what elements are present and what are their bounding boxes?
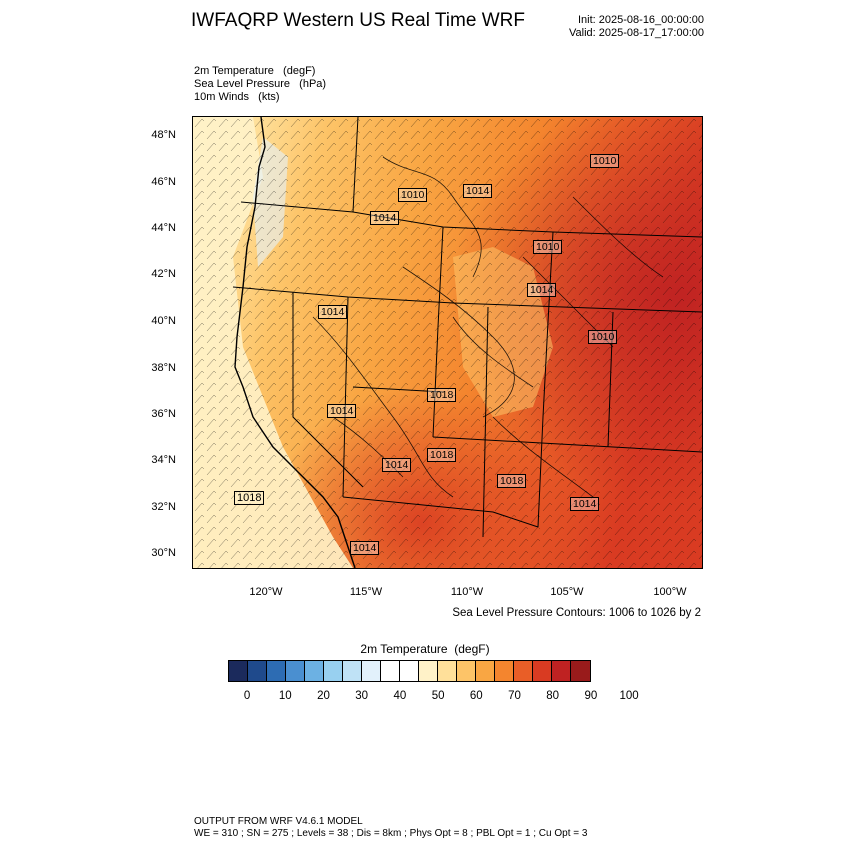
pressure-contour-label: 1014 xyxy=(382,458,412,472)
lat-label-36: 36°N xyxy=(151,408,176,420)
temperature-map xyxy=(193,117,702,568)
field-label-pressure: Sea Level Pressure (hPa) xyxy=(194,78,327,90)
pressure-contour-label: 1010 xyxy=(588,330,618,344)
colorbar-swatch xyxy=(552,661,571,681)
lat-label-42: 42°N xyxy=(151,268,176,280)
colorbar-tick-label: 100 xyxy=(619,690,639,702)
colorbar-swatch xyxy=(514,661,533,681)
pressure-contour-label: 1014 xyxy=(570,497,600,511)
lon-label-115w: 115°W xyxy=(349,586,383,598)
pressure-contour-label: 1014 xyxy=(327,404,357,418)
colorbar-tick-label: 40 xyxy=(393,690,407,702)
colorbar xyxy=(228,660,591,682)
colorbar-tick-label: 30 xyxy=(355,690,369,702)
pressure-contour-label: 1014 xyxy=(463,184,493,198)
colorbar-swatch xyxy=(229,661,248,681)
lon-label-100w: 100°W xyxy=(653,586,687,598)
model-info-line-2: WE = 310 ; SN = 275 ; Levels = 38 ; Dis … xyxy=(194,828,588,839)
colorbar-swatch xyxy=(495,661,514,681)
pressure-contour-label: 1014 xyxy=(318,305,348,319)
colorbar-tick-label: 0 xyxy=(243,690,251,702)
init-time: Init: 2025-08-16_00:00:00 xyxy=(578,14,704,26)
colorbar-swatch xyxy=(362,661,381,681)
valid-time: Valid: 2025-08-17_17:00:00 xyxy=(569,27,704,39)
lat-label-34: 34°N xyxy=(151,454,176,466)
lat-label-40: 40°N xyxy=(151,315,176,327)
colorbar-swatch xyxy=(248,661,267,681)
pressure-contour-label: 1018 xyxy=(427,388,457,402)
colorbar-tick-label: 10 xyxy=(278,690,292,702)
colorbar-swatch xyxy=(533,661,552,681)
colorbar-swatch xyxy=(305,661,324,681)
colorbar-swatch xyxy=(286,661,305,681)
colorbar-title: 2m Temperature (degF) xyxy=(360,642,490,656)
field-label-temperature: 2m Temperature (degF) xyxy=(194,65,316,77)
pressure-contour-label: 1018 xyxy=(234,491,265,505)
lat-label-48: 48°N xyxy=(151,129,176,141)
colorbar-tick-label: 80 xyxy=(546,690,560,702)
pressure-contour-label: 1010 xyxy=(533,240,563,254)
pressure-contour-label: 1010 xyxy=(398,188,428,202)
lat-label-38: 38°N xyxy=(151,362,176,374)
colorbar-swatch xyxy=(343,661,362,681)
pressure-contour-label: 1014 xyxy=(350,541,380,555)
colorbar-swatch xyxy=(438,661,457,681)
lon-label-110w: 110°W xyxy=(450,586,484,598)
lat-label-46: 46°N xyxy=(151,176,176,188)
pressure-contour-label: 1010 xyxy=(590,154,620,168)
colorbar-tick-label: 70 xyxy=(508,690,521,702)
lat-label-32: 32°N xyxy=(151,501,176,513)
coastline xyxy=(234,117,356,568)
pressure-contour-label: 1018 xyxy=(497,474,527,488)
lon-label-105w: 105°W xyxy=(550,586,584,598)
map-title: IWFAQRP Western US Real Time WRF xyxy=(191,10,525,31)
colorbar-swatch xyxy=(571,661,590,681)
colorbar-tick-label: 20 xyxy=(317,690,330,702)
pressure-contour-label: 1018 xyxy=(427,448,457,462)
state-borders xyxy=(232,117,702,538)
colorbar-swatch xyxy=(381,661,400,681)
map-panel xyxy=(192,116,703,569)
colorbar-swatch xyxy=(324,661,343,681)
lon-label-120w: 120°W xyxy=(249,586,283,598)
lat-label-30: 30°N xyxy=(151,547,176,559)
contour-note: Sea Level Pressure Contours: 1006 to 102… xyxy=(452,607,701,619)
pressure-contours xyxy=(312,156,664,498)
field-label-winds: 10m Winds (kts) xyxy=(194,91,280,103)
lat-label-44: 44°N xyxy=(151,222,176,234)
colorbar-swatch xyxy=(267,661,286,681)
pressure-contour-label: 1014 xyxy=(370,211,400,225)
colorbar-swatch xyxy=(419,661,438,681)
colorbar-tick-label: 50 xyxy=(431,690,445,702)
colorbar-swatch xyxy=(476,661,495,681)
model-info-line-1: OUTPUT FROM WRF V4.6.1 MODEL xyxy=(194,816,363,827)
colorbar-swatch xyxy=(457,661,476,681)
colorbar-swatch xyxy=(400,661,419,681)
pressure-contour-label: 1014 xyxy=(527,283,557,297)
colorbar-tick-label: 60 xyxy=(469,690,483,702)
colorbar-tick-label: 90 xyxy=(584,690,598,702)
